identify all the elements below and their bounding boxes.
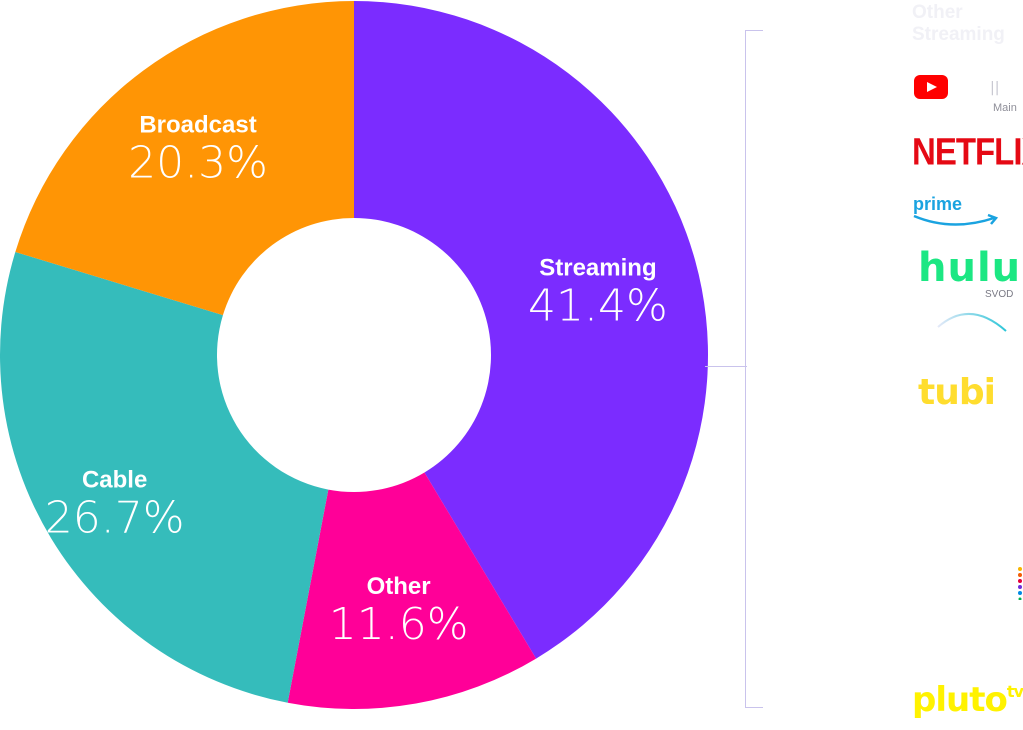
pluto-logo-text: pluto <box>912 680 1008 720</box>
slice-value-other: 11.6% <box>329 599 469 650</box>
bracket-connector <box>705 366 747 367</box>
hulu-logo: hulu <box>918 245 1022 291</box>
slice-streaming <box>354 1 708 659</box>
slice-cable <box>0 251 329 703</box>
youtube-sub-label: Main <box>993 102 1017 114</box>
hulu-sub-label: SVOD <box>985 289 1014 300</box>
slice-other <box>287 472 537 709</box>
netflix-logo: NETFLIX <box>912 130 1023 173</box>
slice-value-broadcast: 20.3% <box>128 138 268 189</box>
slice-broadcast <box>15 1 354 316</box>
streaming-bracket <box>745 30 763 708</box>
youtube-icon <box>914 75 948 99</box>
prime-smile-icon <box>913 213 999 226</box>
pluto-logo: plutotv <box>912 680 1023 720</box>
tubi-logo: tubi <box>918 372 996 413</box>
other-streaming-heading: Other Streaming <box>912 2 1005 45</box>
arc-logo-icon <box>937 313 1007 332</box>
slice-value-streaming: 41.4% <box>528 280 668 331</box>
prime-logo: prime <box>913 194 963 214</box>
slice-label-broadcast: Broadcast <box>139 112 256 139</box>
slice-label-other: Other <box>367 573 431 600</box>
slice-label-cable: Cable <box>82 467 147 494</box>
youtube-bars-text: || <box>990 80 1000 96</box>
slice-value-cable: 26.7% <box>45 493 185 544</box>
slice-label-streaming: Streaming <box>539 254 656 281</box>
pluto-tv-superscript: tv <box>1006 682 1023 701</box>
dots-logo-icon <box>1018 567 1022 600</box>
